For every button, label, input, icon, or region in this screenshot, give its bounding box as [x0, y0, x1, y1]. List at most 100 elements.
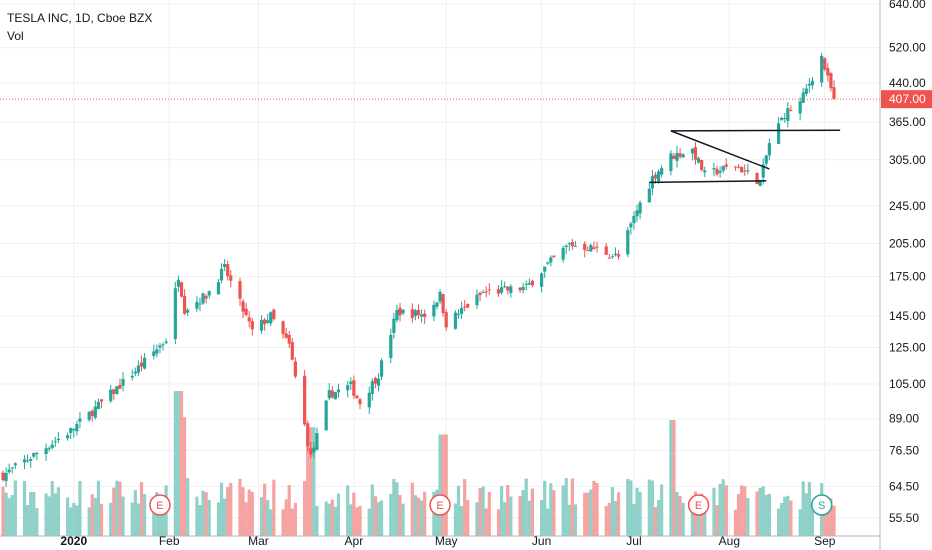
volume-bar — [376, 501, 381, 536]
candle-body — [47, 448, 51, 450]
y-tick-label: 89.00 — [889, 412, 919, 426]
volume-bar — [13, 480, 17, 536]
volume-bar — [453, 503, 458, 536]
volume-bar — [355, 507, 359, 536]
volume-bar — [736, 494, 741, 536]
volume-bar — [303, 481, 307, 536]
volume-bar — [158, 509, 162, 536]
volume-bar — [475, 502, 479, 536]
volume-bar — [4, 492, 8, 536]
candle-body — [724, 164, 728, 167]
volume-bar — [780, 503, 784, 536]
volume-bar — [487, 491, 491, 536]
volume-bar — [807, 481, 811, 536]
volume-bar — [287, 485, 291, 536]
candle-body — [118, 385, 122, 389]
candle-body — [398, 307, 402, 316]
drawings[interactable] — [0, 98, 880, 184]
candle-body — [506, 286, 510, 291]
candle-body — [780, 117, 784, 121]
volume-bar — [182, 417, 187, 536]
candle-body — [549, 257, 553, 263]
candle-body — [226, 264, 230, 277]
volume-bar — [352, 492, 356, 536]
earnings-event-marker — [687, 494, 710, 516]
candle-body — [832, 87, 836, 100]
candle-body — [607, 257, 611, 259]
candle-body — [496, 289, 501, 294]
volume-bar — [616, 492, 621, 536]
candle-body — [592, 247, 596, 250]
candle-body — [801, 92, 805, 103]
candle-body — [444, 312, 448, 328]
candle-body — [336, 389, 341, 393]
candle-body — [250, 321, 254, 330]
volume-bar — [586, 492, 590, 536]
volume-bar — [604, 506, 608, 536]
candle-body — [678, 153, 682, 157]
volume-bar — [401, 503, 405, 536]
candle-body — [306, 423, 310, 446]
event-marker-label: E — [695, 500, 702, 512]
candle-body — [509, 286, 513, 294]
volume-bar — [721, 479, 725, 536]
volume-bar — [761, 486, 765, 536]
candle-body — [155, 349, 159, 354]
volume-bar — [419, 500, 424, 536]
volume-bar — [66, 497, 70, 536]
candle-body — [272, 309, 276, 320]
candle-body — [613, 253, 618, 256]
volume-bar — [238, 478, 242, 536]
volume-bar — [90, 494, 94, 536]
volume-bar — [681, 502, 685, 536]
candle-body — [552, 255, 556, 258]
y-tick-label: 305.00 — [889, 153, 926, 167]
candle-body — [484, 291, 488, 293]
y-tick-label: 520.00 — [889, 41, 926, 55]
x-tick-label: Mar — [248, 534, 269, 548]
volume-bar — [740, 485, 744, 536]
candle-body — [109, 389, 113, 402]
candle-body — [96, 401, 101, 410]
volume-bar — [69, 507, 73, 536]
candle-body — [786, 108, 790, 121]
candle-body — [475, 294, 479, 306]
volume-bar — [142, 494, 147, 536]
candle-body — [66, 435, 70, 439]
candles[interactable] — [1, 53, 836, 487]
volume-bar — [733, 509, 738, 536]
volume-bar — [690, 507, 695, 536]
candle-body — [247, 317, 251, 322]
volume-bar — [832, 505, 836, 536]
volume-bar — [746, 497, 750, 536]
volume-bar — [47, 496, 51, 536]
candle-body — [438, 291, 442, 302]
candle-body — [241, 301, 245, 312]
volume-bar — [112, 487, 116, 536]
x-tick-label: Aug — [719, 534, 740, 548]
candle-body — [586, 250, 590, 252]
candle-body — [370, 381, 374, 394]
volume-bar — [99, 503, 104, 536]
candle-body — [703, 170, 707, 173]
candle-body — [570, 241, 574, 247]
candle-body — [610, 256, 614, 258]
volume-bar — [543, 480, 547, 536]
candle-body — [626, 230, 630, 255]
candle-body — [453, 312, 458, 329]
candle-body — [432, 304, 436, 317]
y-tick-label: 64.50 — [889, 479, 919, 493]
volume-bar — [35, 508, 39, 536]
candle-body — [229, 275, 233, 281]
y-tick-label: 125.00 — [889, 340, 926, 354]
candle-body — [75, 424, 79, 432]
candle-body — [419, 314, 424, 317]
volume-bar — [595, 483, 599, 536]
volume-bar — [669, 420, 673, 536]
volume-bar — [712, 487, 716, 536]
candle-body — [463, 306, 467, 308]
volume-bar — [161, 500, 165, 536]
